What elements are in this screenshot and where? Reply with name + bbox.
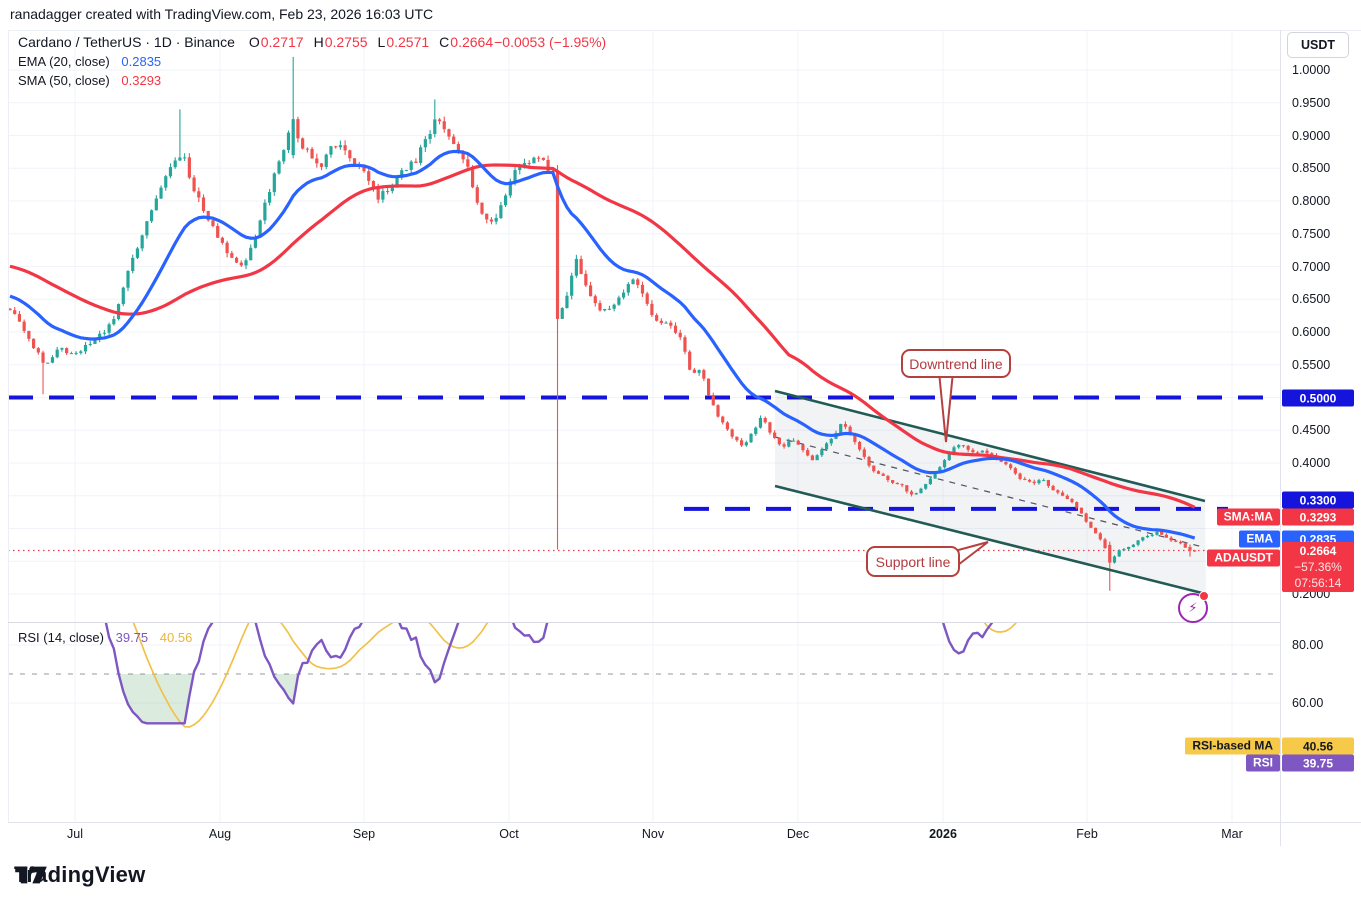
sma-series-label[interactable]: SMA:MA	[1216, 508, 1280, 526]
price-tick-label: 0.4000	[1292, 456, 1331, 470]
symbol-title[interactable]: Cardano / TetherUS · 1D · Binance	[18, 34, 235, 50]
time-tick-label: Dec	[786, 827, 810, 841]
time-tick-label: Sep	[352, 827, 376, 841]
symbol-legend-row[interactable]: Cardano / TetherUS · 1D · Binance O0.2717…	[18, 33, 606, 52]
rsi-ma-badge-value: 40.56	[1282, 737, 1354, 755]
rsi-tick-60: 60.00	[1292, 696, 1324, 710]
sma-legend-row[interactable]: SMA (50, close) 0.3293	[18, 71, 606, 90]
tradingview-logo-icon	[15, 866, 47, 884]
price-tick-label: 0.6000	[1292, 325, 1331, 339]
downtrend-callout[interactable]: Downtrend line	[901, 349, 1011, 378]
time-tick-label: Nov	[641, 827, 665, 841]
ohlc-values: O0.2717 H0.2755 L0.2571 C0.2664−0.0053 (−1.…	[248, 34, 607, 50]
price-tick-label: 0.9500	[1292, 95, 1331, 110]
price-tick-label: 0.7000	[1292, 259, 1331, 274]
price-tick-label: 0.9000	[1292, 128, 1331, 143]
time-axis-separator	[8, 822, 1361, 823]
time-tick-label: Jul	[67, 827, 83, 841]
price-tick-label: 0.8500	[1292, 161, 1331, 176]
close-value: 0.2664	[450, 34, 494, 50]
chart-left-border	[8, 30, 9, 822]
last-price: 0.2664	[1299, 544, 1337, 558]
rsi-legend[interactable]: RSI (14, close) 39.75 40.56	[18, 630, 192, 645]
ema-legend-row[interactable]: EMA (20, close) 0.2835	[18, 52, 606, 71]
sma-value: 0.3293	[121, 73, 162, 88]
high-value: 0.2755	[324, 34, 368, 50]
rsi-ma-value: 40.56	[159, 630, 193, 645]
time-tick-label: Feb	[1076, 827, 1098, 841]
rsi-ma-series-label[interactable]: RSI-based MA	[1185, 737, 1280, 755]
price-tick-label: 0.7500	[1292, 226, 1331, 241]
bolt-glyph: ⚡	[1188, 600, 1198, 615]
attribution-header: ranadagger created with TradingView.com,…	[10, 6, 434, 22]
notification-dot-icon	[1199, 591, 1209, 601]
tradingview-logo[interactable]: TradingView	[14, 862, 145, 888]
symbol-series-label[interactable]: ADAUSDT	[1207, 549, 1280, 567]
rsi-label: RSI (14, close)	[18, 630, 104, 645]
support-callout[interactable]: Support line	[866, 546, 960, 577]
rsi-pane-separator[interactable]	[8, 622, 1280, 623]
time-tick-label: Oct	[499, 827, 519, 841]
level-badge-0330: 0.3300	[1282, 491, 1354, 509]
time-tick-label: 2026	[929, 827, 957, 841]
time-tick-label: Aug	[208, 827, 232, 841]
ema-value: 0.2835	[121, 54, 162, 69]
price-tick-label: 1.0000	[1292, 63, 1331, 77]
level-badge-0500: 0.5000	[1282, 389, 1354, 407]
price-tick-label: 0.6500	[1292, 292, 1331, 307]
bar-countdown: 07:56:14	[1294, 576, 1342, 590]
rsi-value: 39.75	[115, 630, 149, 645]
rsi-badge-value: 39.75	[1282, 754, 1354, 772]
chart-legend[interactable]: Cardano / TetherUS · 1D · Binance O0.2717…	[18, 33, 606, 90]
time-tick-label: Mar	[1221, 827, 1243, 841]
currency-toggle-button[interactable]: USDT	[1287, 32, 1349, 58]
open-value: 0.2717	[260, 34, 304, 50]
price-tick-label: 0.4500	[1292, 423, 1331, 438]
rsi-tick-80: 80.00	[1292, 638, 1324, 652]
price-tick-label: 0.8000	[1292, 194, 1331, 208]
sma-price-badge: 0.3293	[1282, 508, 1354, 526]
rsi-series-label[interactable]: RSI	[1245, 754, 1280, 772]
ema-series-label[interactable]: EMA	[1239, 530, 1280, 548]
sma-label: SMA (50, close)	[18, 73, 110, 88]
last-price-badge: 0.2664 −57.36% 07:56:14	[1282, 542, 1354, 592]
low-value: 0.2571	[386, 34, 430, 50]
change-value: −0.0053 (−1.95%)	[494, 34, 607, 50]
price-axis-separator	[1280, 30, 1281, 846]
chart-top-border	[8, 30, 1361, 31]
price-tick-label: 0.5500	[1292, 357, 1331, 372]
ema-label: EMA (20, close)	[18, 54, 110, 69]
change-percent: −57.36%	[1294, 560, 1342, 574]
